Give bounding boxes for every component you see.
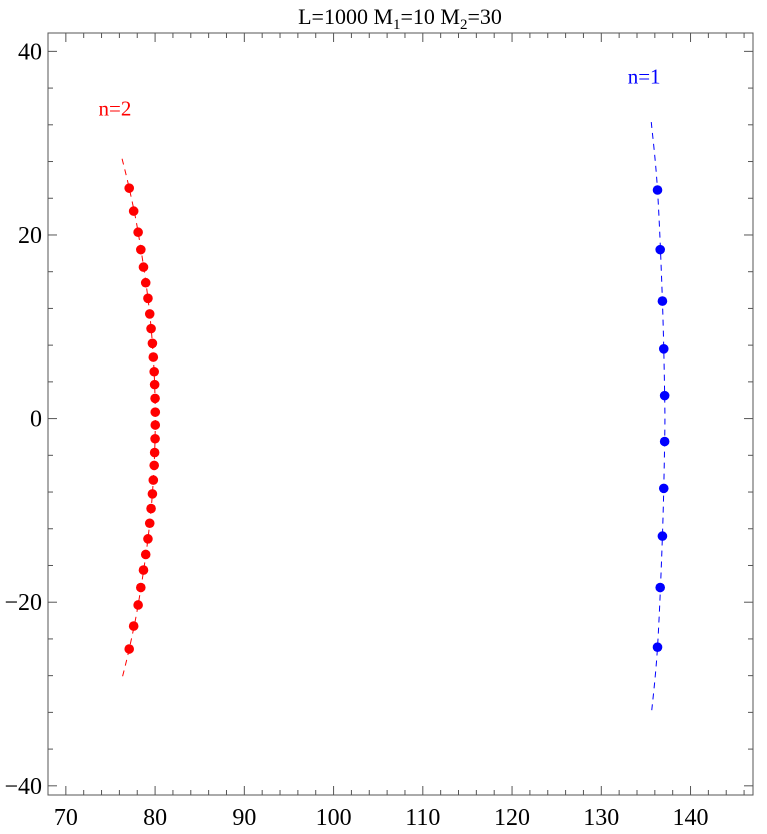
series-n-2-point xyxy=(124,183,135,193)
series-n-2-fit-curve xyxy=(121,158,156,679)
series-n-2-point xyxy=(138,565,149,575)
series-n-1-point xyxy=(655,244,665,255)
series-n-2-point xyxy=(148,475,159,485)
series-n-1-point xyxy=(652,185,663,195)
series-n-2-point xyxy=(147,489,158,499)
series-n-2-point xyxy=(128,621,139,631)
title-segment: =10 M xyxy=(401,4,460,29)
title-segment: =30 xyxy=(467,4,501,29)
x-tick-label: 90 xyxy=(232,805,256,831)
series-n-1-point xyxy=(658,344,669,354)
curves-layer xyxy=(121,122,666,716)
points-layer xyxy=(124,183,670,654)
series-n-1-label: n=1 xyxy=(628,64,661,88)
x-tick-label: 100 xyxy=(316,805,352,831)
chart-title: L=1000 M1=10 M2=30 xyxy=(298,4,502,33)
series-n-2-point xyxy=(144,518,155,529)
series-n-2-point xyxy=(150,407,161,417)
series-n-2-point xyxy=(149,460,159,471)
series-n-2-point xyxy=(143,534,153,544)
series-n-2-point xyxy=(140,277,151,288)
title-segment: L=1000 M xyxy=(298,4,393,29)
series-n-2-point xyxy=(147,338,158,349)
y-tick-label: 40 xyxy=(18,39,42,65)
series-n-2-point xyxy=(150,420,161,430)
title-segment: 2 xyxy=(460,17,468,33)
x-tick-label: 140 xyxy=(673,805,709,831)
series-n-2-point xyxy=(146,503,156,514)
series-n-2-point xyxy=(146,323,156,334)
series-n-2-point xyxy=(136,244,146,255)
series-n-2-point xyxy=(149,379,160,390)
series-n-2-point xyxy=(136,582,146,593)
series-n-1-point xyxy=(657,531,668,541)
series-n-2-label: n=2 xyxy=(99,97,132,121)
series-n-1-point xyxy=(659,390,670,401)
y-tick-label: −40 xyxy=(4,774,42,800)
series-n-2-point xyxy=(133,600,143,610)
x-tick-label: 130 xyxy=(583,805,619,831)
y-tick-label: −20 xyxy=(4,590,42,616)
plot-frame xyxy=(47,32,754,796)
series-n-2-point xyxy=(128,206,139,216)
series-n-2-point xyxy=(124,644,135,654)
series-n-2-point xyxy=(144,309,155,319)
series-n-1-point xyxy=(658,483,669,494)
series-n-2-point xyxy=(133,227,143,238)
series-n-2-point xyxy=(149,447,160,458)
x-tick-label: 80 xyxy=(143,805,167,831)
series-n-2-point xyxy=(150,433,160,444)
series-n-1-point xyxy=(659,436,670,447)
series-n-1-point xyxy=(655,582,665,593)
ticks-layer xyxy=(47,33,753,795)
y-tick-label: 20 xyxy=(18,223,42,249)
series-n-2-point xyxy=(150,393,160,404)
series-n-2-point xyxy=(143,293,153,304)
series-n-1-fit-curve xyxy=(650,122,666,716)
series-n-2-point xyxy=(140,549,151,560)
tick-labels-layer: 70 80 90 100 110 120 130 140 40 20 0 −20 −40 xyxy=(4,39,708,831)
labels-layer: n=2 n=1 xyxy=(99,64,661,120)
series-n-1-point xyxy=(652,642,663,652)
series-n-1-point xyxy=(657,296,668,306)
series-n-2-point xyxy=(138,262,149,272)
series-n-2-point xyxy=(148,352,159,362)
x-tick-label: 110 xyxy=(405,805,440,831)
series-n-2-point xyxy=(149,366,159,377)
x-tick-label: 70 xyxy=(54,805,78,831)
y-tick-label: 0 xyxy=(30,407,42,433)
title-segment: 1 xyxy=(393,17,401,33)
x-tick-label: 120 xyxy=(494,805,530,831)
